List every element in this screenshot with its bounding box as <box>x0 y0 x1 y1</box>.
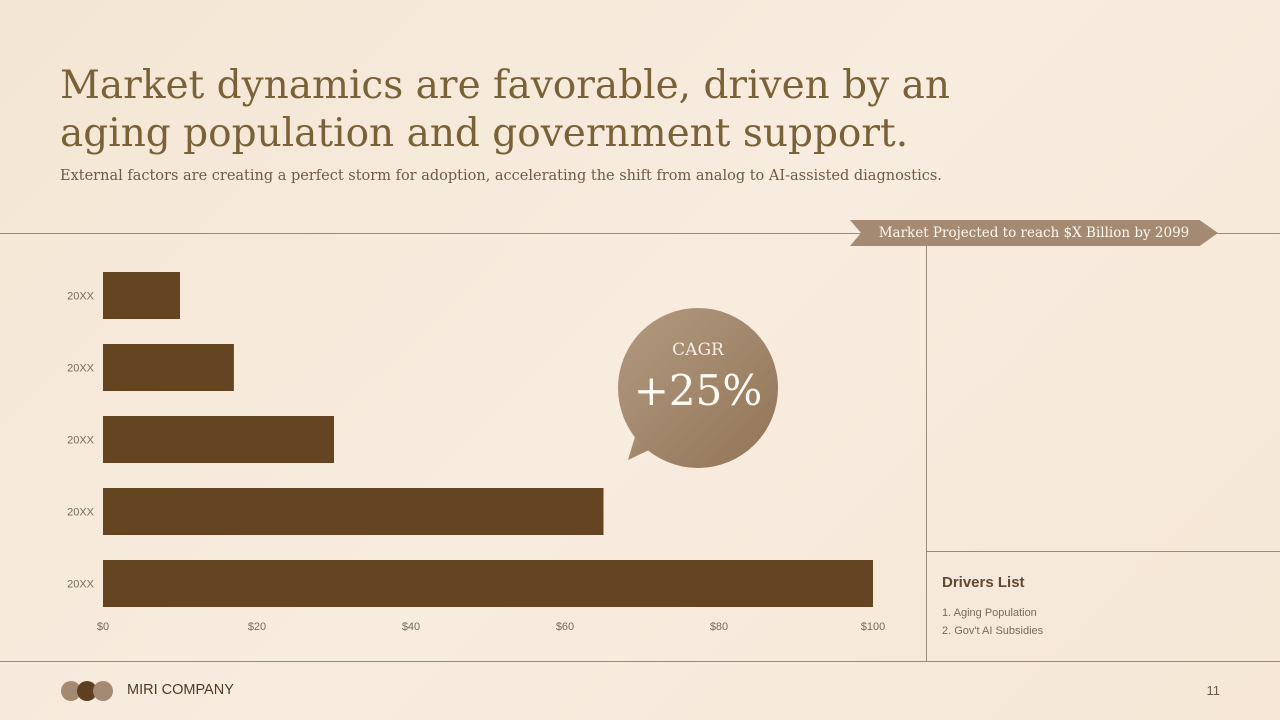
drivers-divider <box>927 551 1280 552</box>
y-tick-label: 20XX <box>67 579 95 591</box>
header-divider <box>0 233 1280 234</box>
company-logo-icon <box>61 681 113 701</box>
y-tick-label: 20XX <box>67 291 95 303</box>
y-tick-label: 20XX <box>67 435 95 447</box>
cagr-speech-bubble <box>618 308 778 468</box>
revenue-bar-chart: 20XX 20XX 20XX 20XX 20XX $0 $20 $40 $60 $80 $100 <box>67 272 885 633</box>
projection-banner-text: Market Projected to reach $X Billion by … <box>878 225 1190 241</box>
driver-item: 1. Aging Population <box>942 607 1037 619</box>
bar <box>103 416 334 463</box>
y-tick-label: 20XX <box>67 363 95 375</box>
bar <box>103 560 873 607</box>
driver-item: 2. Gov't AI Subsidies <box>942 625 1044 637</box>
cagr-label: CAGR <box>672 340 724 360</box>
x-tick-label: $100 <box>861 621 885 633</box>
slide-title: Market dynamics are favorable, driven by… <box>60 63 950 156</box>
x-tick-label: $80 <box>710 621 728 633</box>
y-tick-label: 20XX <box>67 507 95 519</box>
x-tick-label: $60 <box>556 621 574 633</box>
footer-divider <box>0 661 1280 662</box>
slide-subtitle: External factors are creating a perfect … <box>60 168 942 184</box>
drivers-list: 1. Aging Population 2. Gov't AI Subsidie… <box>942 604 1043 640</box>
x-tick-label: $0 <box>97 621 109 633</box>
bar <box>103 344 234 391</box>
bar <box>103 272 180 319</box>
company-name: MIRI COMPANY <box>127 682 234 698</box>
projection-banner: Market Projected to reach $X Billion by … <box>850 220 1218 246</box>
drivers-title: Drivers List <box>942 574 1025 591</box>
x-tick-label: $20 <box>248 621 266 633</box>
page-number: 11 <box>1206 683 1221 698</box>
x-tick-label: $40 <box>402 621 420 633</box>
panel-divider <box>926 234 927 661</box>
cagr-value: +25% <box>633 366 763 415</box>
bar <box>103 488 604 535</box>
